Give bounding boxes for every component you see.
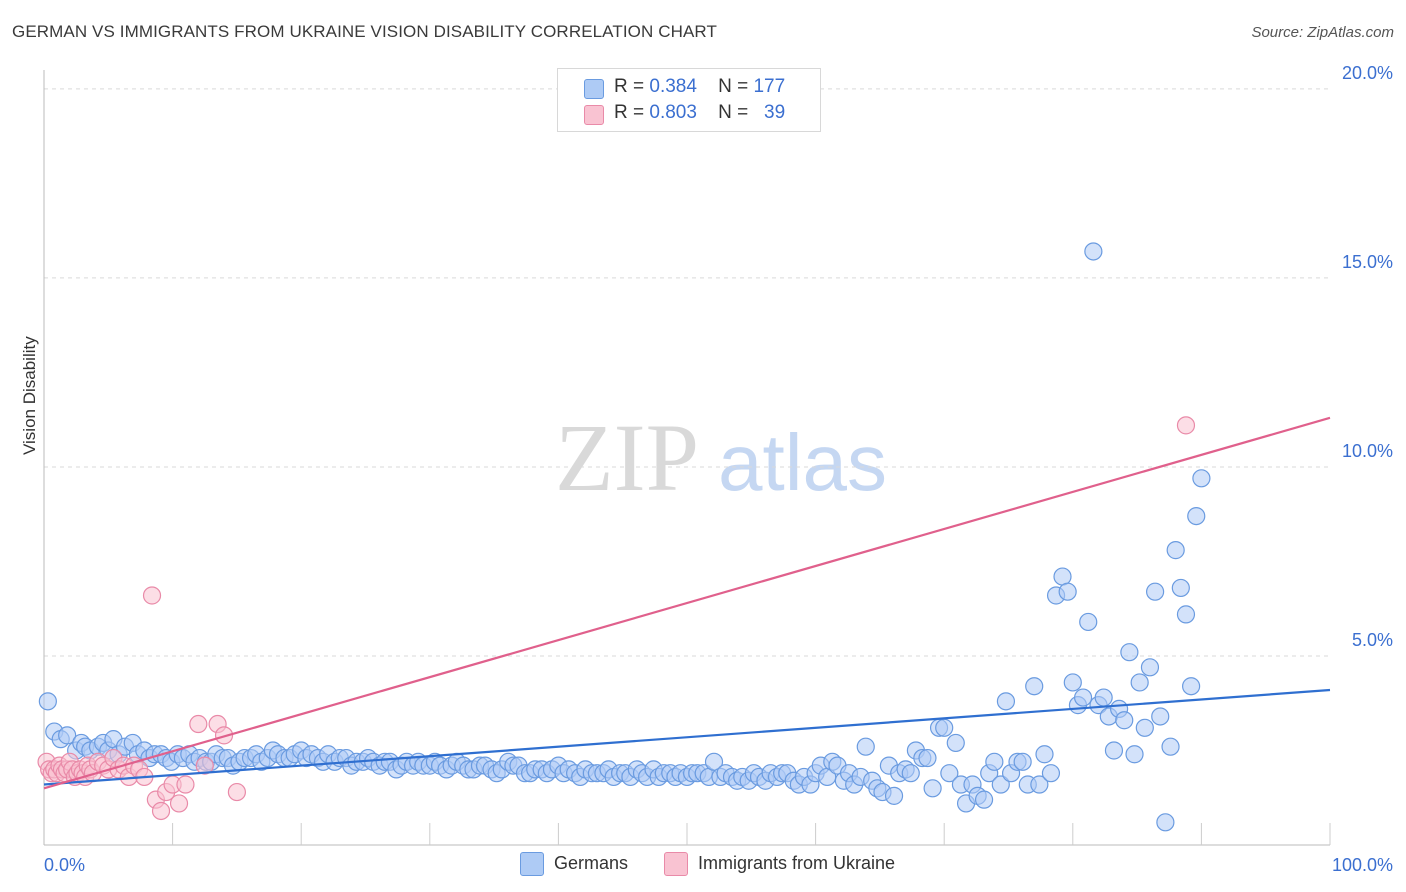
german-point: [1166, 541, 1185, 560]
german-point: [1104, 741, 1124, 760]
german-point: [1182, 677, 1201, 696]
german-point: [1192, 469, 1211, 488]
grid-lines: [44, 88, 1330, 657]
chart-source: Source: ZipAtlas.com: [1251, 24, 1394, 41]
german-point: [1135, 718, 1154, 737]
german-point: [1094, 688, 1113, 707]
german-point: [974, 790, 994, 809]
y-axis-label: Vision Disability: [20, 336, 39, 455]
ukraine-point: [142, 586, 162, 605]
german-point: [1125, 745, 1144, 764]
bottom-legend-label-germans: Germans: [554, 852, 629, 873]
germans-points: [38, 242, 1211, 832]
x-tick-labels: 0.0% 100.0%: [44, 855, 1393, 875]
german-point: [1140, 658, 1160, 677]
legend-r-label: R =: [614, 76, 645, 97]
german-point: [704, 752, 724, 771]
bottom-legend-germans: Germans: [520, 852, 628, 876]
german-point: [1120, 643, 1139, 662]
ukraine-points: [37, 416, 1196, 821]
german-point: [1151, 707, 1170, 726]
germans-trend-line: [43, 688, 1331, 786]
german-point: [1187, 506, 1206, 526]
ukraine-trend-line: [43, 416, 1331, 790]
legend-swatch-ukraine: [584, 105, 604, 125]
ukraine-point: [195, 756, 214, 775]
x-ticks: [172, 823, 1331, 845]
bottom-legend-swatch-germans: [520, 852, 544, 876]
correlation-legend: R = 0.384 N = 177 R = 0.803 N = 39: [557, 68, 821, 132]
ukraine-point: [151, 801, 171, 821]
german-point: [1025, 677, 1044, 696]
legend-n-value: 177: [753, 76, 786, 97]
german-point: [901, 764, 920, 783]
german-point: [940, 764, 959, 783]
german-point: [1161, 737, 1180, 756]
german-point: [991, 775, 1010, 794]
legend-r-label: R =: [614, 102, 645, 123]
german-point: [1058, 582, 1077, 601]
chart-title: GERMAN VS IMMIGRANTS FROM UKRAINE VISION…: [12, 22, 717, 41]
ukraine-point: [1176, 416, 1196, 435]
bottom-legend-label-ukraine: Immigrants from Ukraine: [698, 852, 896, 873]
ukraine-point: [169, 794, 189, 813]
german-point: [1084, 242, 1103, 261]
bottom-legend-swatch-ukraine: [664, 852, 688, 876]
y-tick-labels: 5.0% 10.0% 15.0% 20.0%: [1342, 63, 1393, 650]
german-point: [1146, 582, 1165, 601]
german-point: [1130, 673, 1149, 692]
german-point: [1035, 745, 1054, 764]
trend-lines: [43, 416, 1331, 790]
german-point: [1176, 605, 1196, 624]
german-point: [1073, 688, 1093, 707]
german-point: [884, 786, 904, 805]
watermark: ZIP atlas: [555, 404, 887, 511]
legend-n-value: 39: [764, 102, 786, 123]
german-point: [1063, 673, 1082, 692]
german-point: [1115, 711, 1134, 730]
german-point: [946, 733, 965, 753]
german-point: [935, 718, 954, 737]
german-point: [58, 726, 77, 745]
german-point: [1156, 813, 1175, 832]
watermark-zip: ZIP: [555, 404, 699, 511]
y-tick-label: 15.0%: [1342, 252, 1393, 272]
german-point: [1079, 612, 1098, 632]
y-tick-label: 10.0%: [1342, 441, 1393, 461]
german-point: [1041, 764, 1061, 783]
german-point: [856, 737, 875, 756]
ukraine-point: [227, 782, 246, 802]
x-tick-label-max: 100.0%: [1332, 855, 1393, 875]
y-tick-label: 20.0%: [1342, 63, 1393, 83]
bottom-legend-ukraine: Immigrants from Ukraine: [664, 852, 895, 876]
legend-r-value: 0.384: [649, 76, 697, 97]
german-point: [1053, 567, 1072, 586]
watermark-atlas: atlas: [718, 418, 887, 507]
german-point: [985, 752, 1004, 771]
legend-n-label: N =: [718, 76, 749, 97]
legend-swatch-germans: [584, 79, 604, 99]
german-point: [1171, 578, 1190, 598]
german-point: [1030, 775, 1049, 794]
german-point: [1013, 752, 1032, 771]
legend-r-value: 0.803: [649, 102, 697, 123]
german-point: [918, 748, 937, 768]
ukraine-point: [189, 714, 208, 734]
german-point: [996, 692, 1016, 711]
german-point: [923, 779, 942, 798]
ukraine-point: [176, 775, 195, 794]
y-tick-label: 5.0%: [1352, 630, 1393, 650]
x-tick-label-min: 0.0%: [44, 855, 85, 875]
legend-n-label: N =: [718, 102, 749, 123]
german-point: [38, 692, 57, 711]
